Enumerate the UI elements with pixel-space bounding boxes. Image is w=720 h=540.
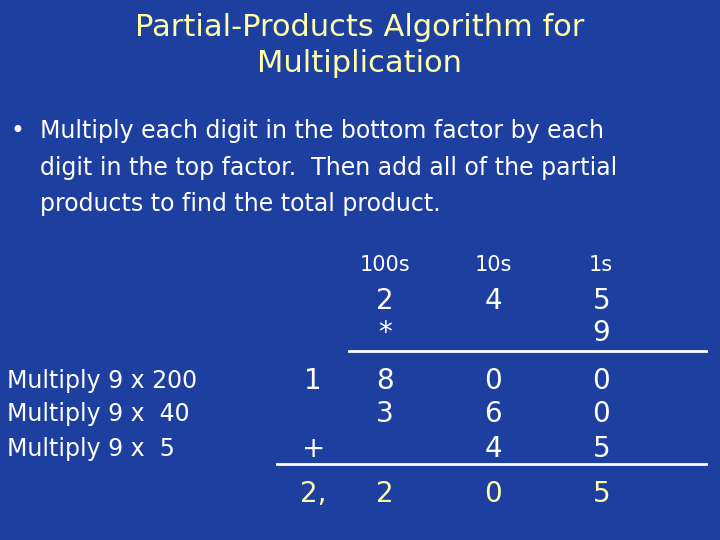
- Text: 0: 0: [593, 400, 610, 428]
- Text: 100s: 100s: [360, 254, 410, 275]
- Text: 5: 5: [593, 480, 610, 508]
- Text: Multiply 9 x  40: Multiply 9 x 40: [7, 402, 190, 426]
- Text: 0: 0: [485, 480, 502, 508]
- Text: 2: 2: [377, 480, 394, 508]
- Text: 10s: 10s: [474, 254, 512, 275]
- Text: 0: 0: [485, 367, 502, 395]
- Text: Multiply 9 x 200: Multiply 9 x 200: [7, 369, 197, 393]
- Text: 2,: 2,: [300, 480, 326, 508]
- Text: •: •: [11, 119, 24, 143]
- Text: digit in the top factor.  Then add all of the partial: digit in the top factor. Then add all of…: [40, 156, 617, 179]
- Text: 5: 5: [593, 287, 610, 315]
- Text: *: *: [378, 319, 392, 347]
- Text: Multiply 9 x  5: Multiply 9 x 5: [7, 437, 175, 461]
- Text: 8: 8: [377, 367, 394, 395]
- Text: 3: 3: [377, 400, 394, 428]
- Text: 1: 1: [305, 367, 322, 395]
- Text: +: +: [302, 435, 325, 463]
- Text: 4: 4: [485, 435, 502, 463]
- Text: 1s: 1s: [589, 254, 613, 275]
- Text: products to find the total product.: products to find the total product.: [40, 192, 440, 216]
- Text: 4: 4: [485, 287, 502, 315]
- Text: 2: 2: [377, 287, 394, 315]
- Text: 9: 9: [593, 319, 610, 347]
- Text: 5: 5: [593, 435, 610, 463]
- Text: 6: 6: [485, 400, 502, 428]
- Text: Partial-Products Algorithm for
Multiplication: Partial-Products Algorithm for Multiplic…: [135, 14, 585, 78]
- Text: Multiply each digit in the bottom factor by each: Multiply each digit in the bottom factor…: [40, 119, 603, 143]
- Text: 0: 0: [593, 367, 610, 395]
